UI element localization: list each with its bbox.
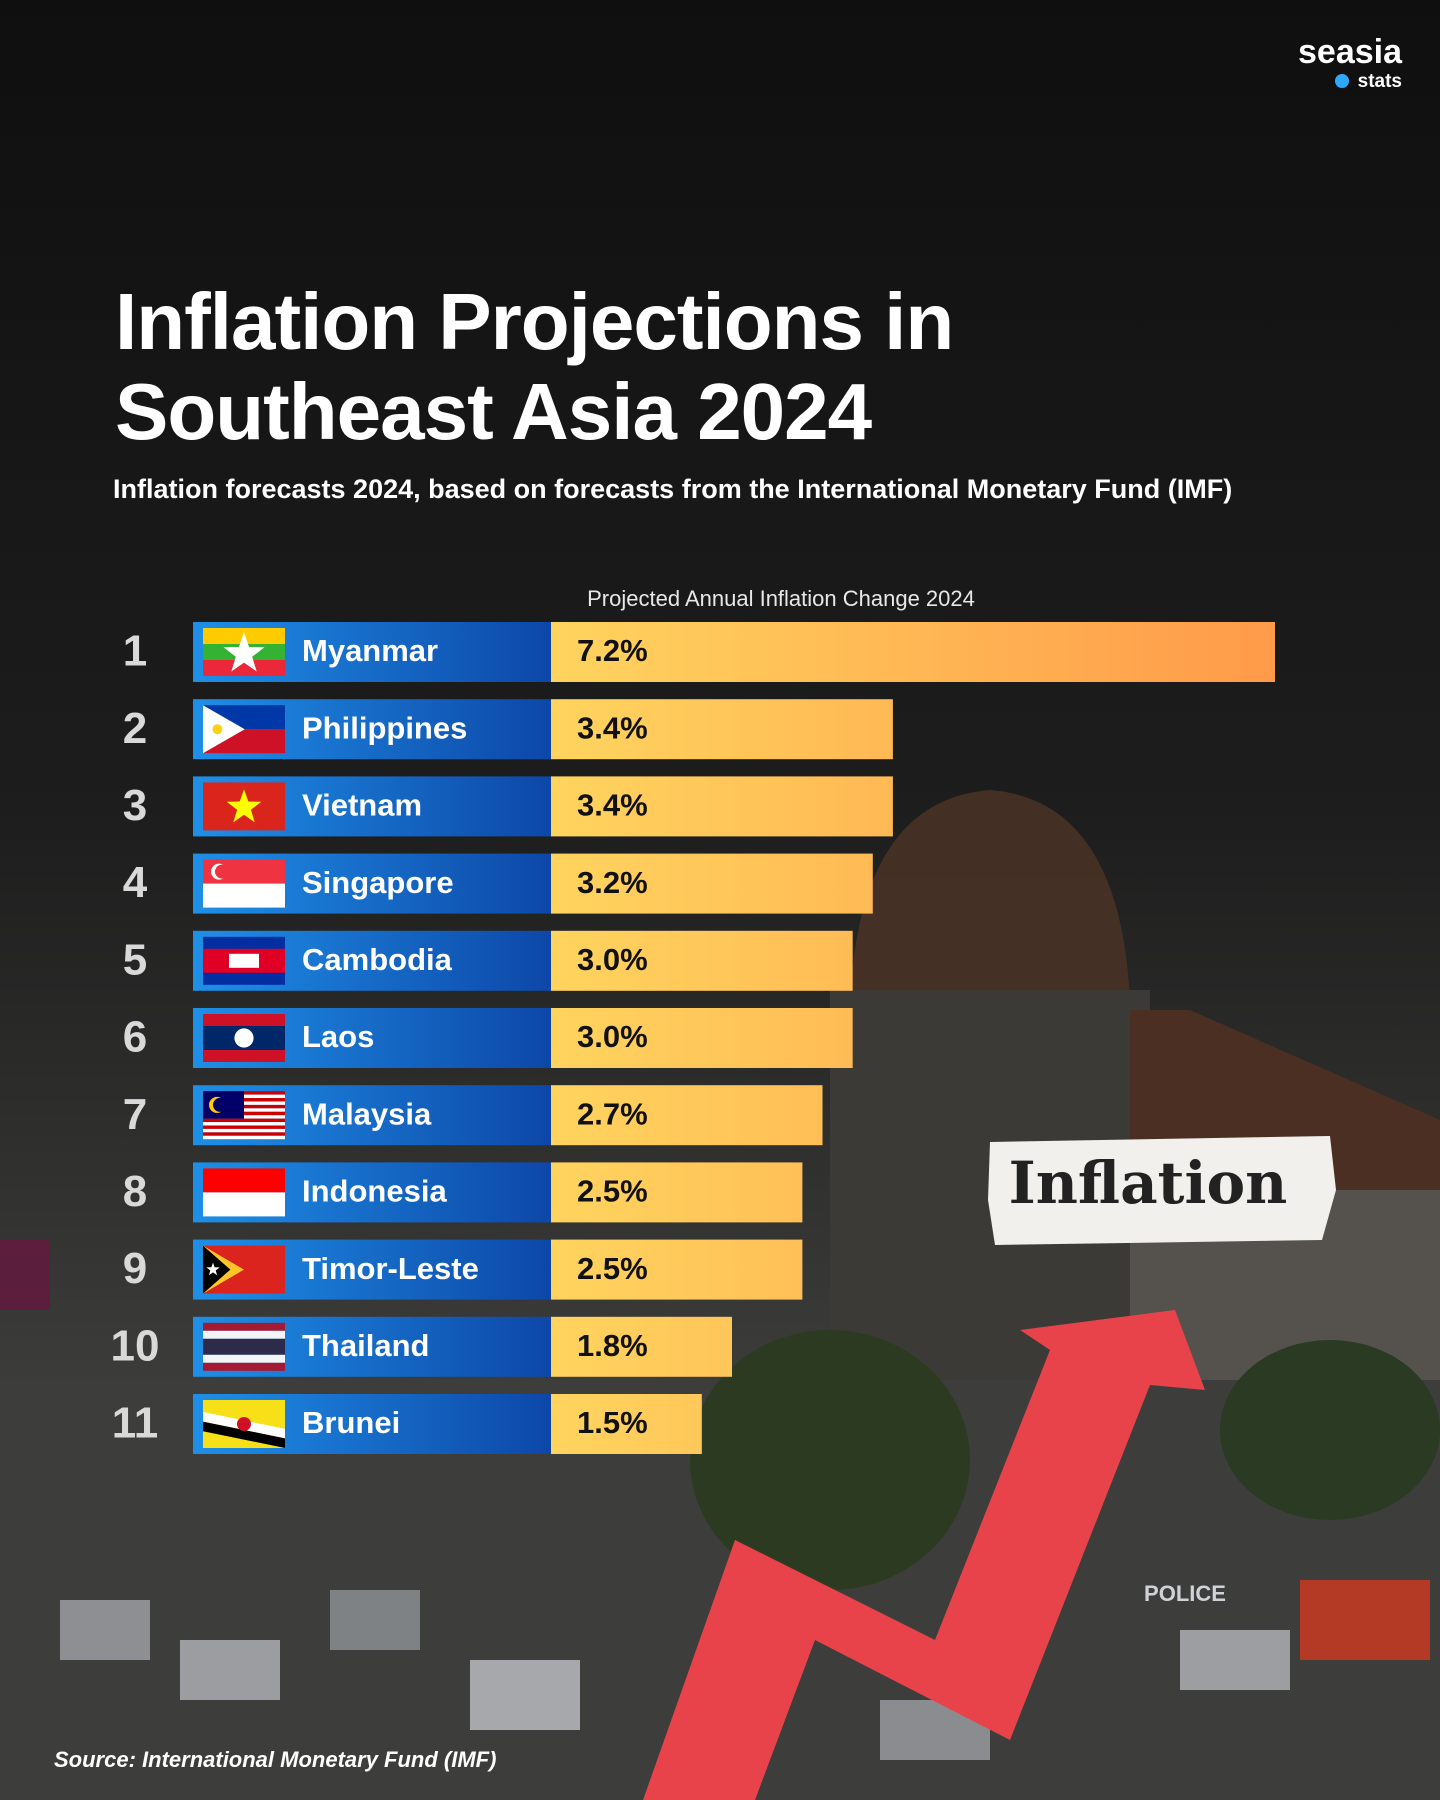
flag xyxy=(203,1322,285,1371)
bar xyxy=(551,622,1275,682)
rank: 6 xyxy=(123,1013,147,1062)
f xyxy=(212,724,223,735)
f xyxy=(203,705,245,754)
rank: 5 xyxy=(123,935,147,984)
f xyxy=(203,1168,285,1193)
f xyxy=(226,789,262,823)
category-label: Cambodia xyxy=(302,942,453,977)
f xyxy=(203,1125,285,1129)
f xyxy=(203,1122,285,1126)
flag xyxy=(203,1168,285,1217)
category-label: Myanmar xyxy=(302,633,438,668)
bar xyxy=(551,1085,823,1146)
rank: 11 xyxy=(112,1399,159,1448)
value-label: 3.0% xyxy=(577,942,648,977)
flag xyxy=(203,1245,285,1294)
brand-logo: seasia xyxy=(1298,33,1403,71)
f xyxy=(203,1192,285,1217)
rank: 10 xyxy=(111,1321,160,1370)
value-label: 3.0% xyxy=(577,1019,648,1054)
photo-text: POLICE xyxy=(1144,1581,1226,1606)
value-label: 1.8% xyxy=(577,1328,648,1363)
bar xyxy=(551,1239,803,1300)
value-label: 7.2% xyxy=(577,633,648,668)
f xyxy=(229,953,259,968)
f xyxy=(203,1322,285,1331)
bar xyxy=(551,853,873,914)
f xyxy=(237,1417,251,1431)
rank: 9 xyxy=(123,1244,147,1293)
f xyxy=(215,864,229,879)
f xyxy=(203,1132,285,1136)
flag xyxy=(203,859,285,908)
photo-text: Inflation xyxy=(1009,1149,1288,1217)
category-label: Malaysia xyxy=(302,1096,432,1131)
chart-subtitle: Inflation forecasts 2024, based on forec… xyxy=(113,474,1232,504)
value-label: 3.2% xyxy=(577,865,648,900)
f xyxy=(203,1128,285,1133)
f xyxy=(223,632,265,672)
trend-arrow xyxy=(643,1310,1205,1800)
rank: 3 xyxy=(123,781,147,830)
category-label: Thailand xyxy=(302,1328,429,1363)
f xyxy=(213,1097,227,1112)
category-label: Laos xyxy=(302,1019,374,1054)
f xyxy=(203,660,285,676)
category-label: Timor-Leste xyxy=(302,1251,479,1286)
f xyxy=(203,1135,285,1140)
rank: 1 xyxy=(123,627,147,676)
f xyxy=(203,1330,285,1339)
value-label: 3.4% xyxy=(577,788,648,823)
f xyxy=(203,1362,285,1371)
flag xyxy=(203,1014,285,1062)
rank: 2 xyxy=(123,704,147,753)
f xyxy=(203,883,285,908)
f xyxy=(203,1118,285,1123)
value-label: 3.4% xyxy=(577,710,648,745)
f xyxy=(234,1028,254,1048)
flag xyxy=(203,1091,285,1140)
rank: 7 xyxy=(123,1090,147,1139)
value-label: 2.7% xyxy=(577,1096,648,1131)
flag xyxy=(203,782,285,831)
flag xyxy=(203,628,285,676)
category-label: Brunei xyxy=(302,1405,400,1440)
f xyxy=(203,1338,285,1355)
paper-label xyxy=(988,1136,1336,1245)
rank: 8 xyxy=(123,1167,147,1216)
value-label: 2.5% xyxy=(577,1174,648,1209)
bar xyxy=(551,1008,853,1068)
category-label: Indonesia xyxy=(302,1174,447,1209)
f xyxy=(203,1421,285,1448)
value-label: 1.5% xyxy=(577,1405,648,1440)
value-axis-label: Projected Annual Inflation Change 2024 xyxy=(587,586,975,611)
flag xyxy=(203,705,285,754)
category-label: Philippines xyxy=(302,710,467,745)
bar xyxy=(551,1316,732,1377)
f xyxy=(203,1354,285,1363)
brand-sub: stats xyxy=(1358,71,1402,92)
rank: 4 xyxy=(123,858,148,907)
flag xyxy=(203,936,285,985)
brand-dot xyxy=(1335,74,1349,88)
bar xyxy=(551,699,893,760)
bar xyxy=(551,930,853,991)
bar xyxy=(551,776,893,837)
source: Source: International Monetary Fund (IMF… xyxy=(54,1747,496,1772)
bar xyxy=(551,1394,702,1454)
category-label: Singapore xyxy=(302,865,454,900)
category-label: Vietnam xyxy=(302,788,422,823)
chart-title: Inflation Projections in Southeast Asia 2… xyxy=(115,277,953,456)
flag xyxy=(203,1400,285,1448)
bar xyxy=(551,1162,803,1223)
value-label: 2.5% xyxy=(577,1251,648,1286)
f xyxy=(206,1262,220,1276)
